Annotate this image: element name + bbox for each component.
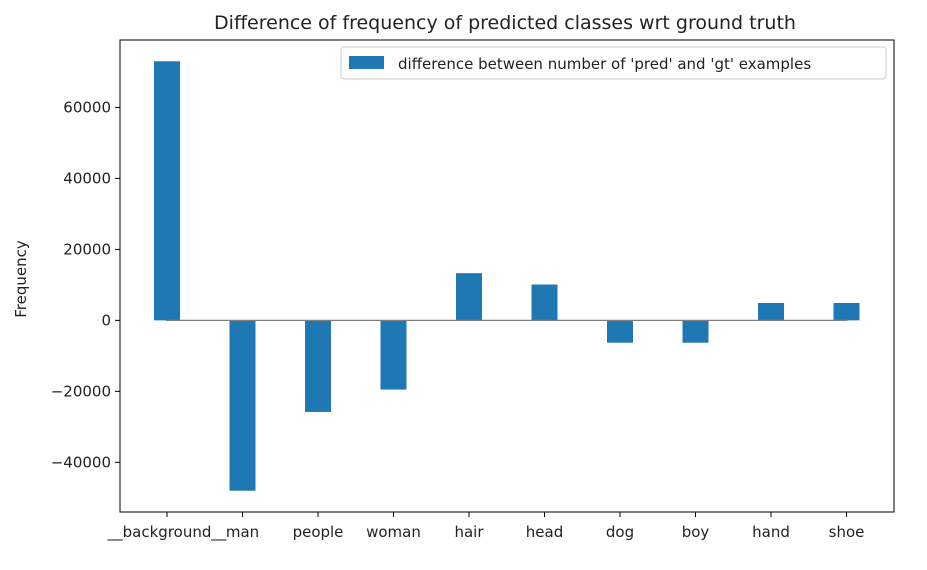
- bar-hair: [456, 273, 482, 321]
- y-tick-label: 20000: [63, 240, 111, 258]
- legend-label: difference between number of 'pred' and …: [398, 55, 811, 73]
- y-tick-label: −40000: [51, 453, 111, 471]
- x-tick-label: boy: [682, 523, 710, 541]
- bar-background: [154, 61, 180, 321]
- y-tick-label: 0: [101, 311, 111, 329]
- y-tick-label: −20000: [51, 382, 111, 400]
- bar-shoe: [833, 302, 860, 321]
- legend-frame: [340, 46, 887, 80]
- chart-title: Difference of frequency of predicted cla…: [214, 12, 796, 34]
- x-tick-label: people: [293, 523, 344, 541]
- legend-swatch: [349, 56, 384, 69]
- y-tick-label: 40000: [63, 169, 111, 187]
- x-tick-label: woman: [366, 523, 421, 541]
- x-tick-label: hair: [454, 523, 484, 541]
- y-tick-label: 60000: [63, 98, 111, 116]
- legend: difference between number of 'pred' and …: [340, 46, 887, 80]
- bar-man: [229, 320, 256, 491]
- x-tick-label: hand: [752, 523, 790, 541]
- x-axis: __background__ man people woman hair head dog b…: [107, 512, 865, 542]
- bar-people: [305, 320, 331, 412]
- plot-area: [119, 39, 895, 513]
- x-tick-label: __background__: [107, 523, 227, 542]
- bar-boy: [682, 320, 709, 343]
- x-tick-label: man: [226, 523, 259, 541]
- bar-woman: [380, 320, 407, 390]
- x-tick-label: head: [526, 523, 563, 541]
- bar-head: [531, 284, 558, 321]
- bar-hand: [758, 302, 784, 321]
- bar-series: [154, 61, 860, 491]
- bar-dog: [607, 320, 633, 343]
- x-tick-label: dog: [606, 523, 634, 541]
- y-axis-title: Frequency: [12, 240, 30, 318]
- x-tick-label: shoe: [829, 523, 865, 541]
- y-axis: −40000 −20000 0 20000 40000 60000: [51, 98, 120, 471]
